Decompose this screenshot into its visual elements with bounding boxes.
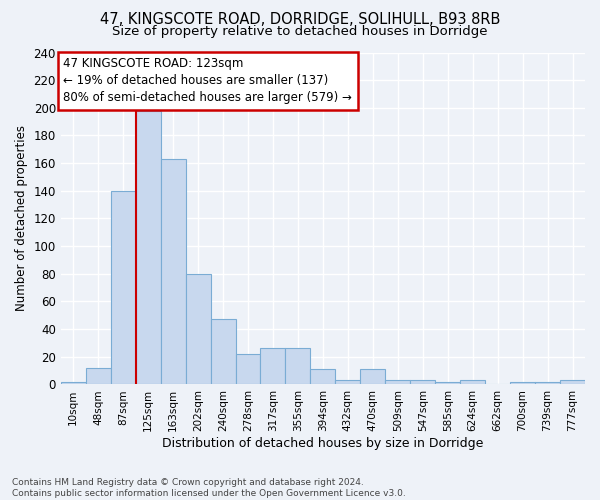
X-axis label: Distribution of detached houses by size in Dorridge: Distribution of detached houses by size … xyxy=(162,437,484,450)
Text: 47, KINGSCOTE ROAD, DORRIDGE, SOLIHULL, B93 8RB: 47, KINGSCOTE ROAD, DORRIDGE, SOLIHULL, … xyxy=(100,12,500,28)
Bar xyxy=(161,159,185,384)
Bar xyxy=(510,382,535,384)
Text: Size of property relative to detached houses in Dorridge: Size of property relative to detached ho… xyxy=(112,25,488,38)
Bar xyxy=(86,368,111,384)
Y-axis label: Number of detached properties: Number of detached properties xyxy=(15,126,28,312)
Bar xyxy=(111,191,136,384)
Bar xyxy=(211,320,236,384)
Bar xyxy=(385,380,410,384)
Bar xyxy=(535,382,560,384)
Text: 47 KINGSCOTE ROAD: 123sqm
← 19% of detached houses are smaller (137)
80% of semi: 47 KINGSCOTE ROAD: 123sqm ← 19% of detac… xyxy=(64,58,352,104)
Bar xyxy=(310,369,335,384)
Bar xyxy=(335,380,361,384)
Bar xyxy=(286,348,310,384)
Bar xyxy=(61,382,86,384)
Bar xyxy=(236,354,260,384)
Bar xyxy=(560,380,585,384)
Bar xyxy=(435,382,460,384)
Text: Contains HM Land Registry data © Crown copyright and database right 2024.
Contai: Contains HM Land Registry data © Crown c… xyxy=(12,478,406,498)
Bar xyxy=(460,380,485,384)
Bar xyxy=(410,380,435,384)
Bar xyxy=(361,369,385,384)
Bar xyxy=(260,348,286,384)
Bar xyxy=(136,110,161,384)
Bar xyxy=(185,274,211,384)
